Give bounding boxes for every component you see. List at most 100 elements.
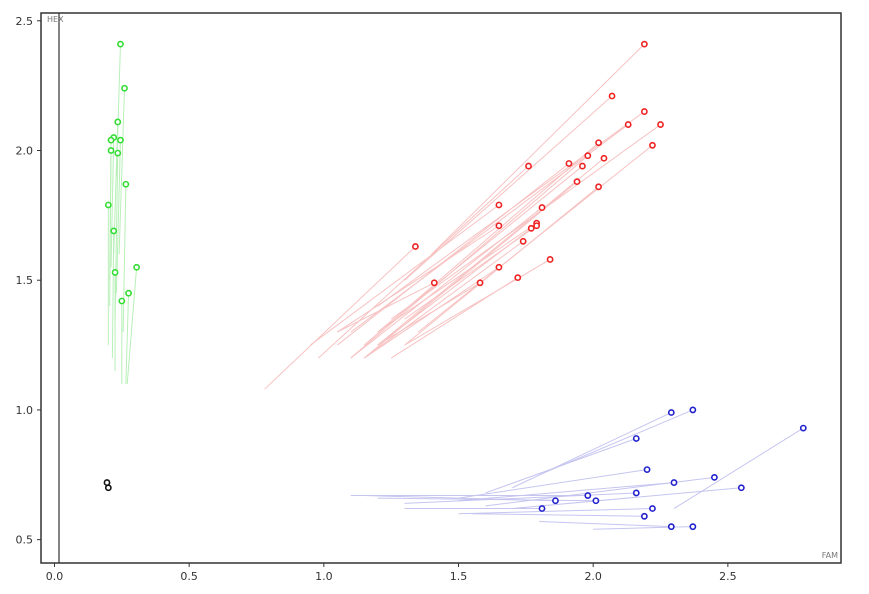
data-point <box>799 424 807 432</box>
y-tick-label: 1.0 <box>16 404 34 417</box>
trajectory-line <box>485 438 637 494</box>
data-point <box>608 92 616 100</box>
trajectory-line <box>512 412 672 489</box>
data-point <box>667 523 675 531</box>
trajectory-line <box>404 492 637 504</box>
trajectory-line <box>363 240 524 359</box>
data-point <box>125 289 132 297</box>
data-point <box>711 473 718 481</box>
data-point <box>584 492 592 499</box>
data-point <box>495 201 503 209</box>
trajectory-line <box>364 495 556 502</box>
trajectory-line <box>512 487 742 510</box>
x-tick-labels: 0.0 0.5 1.0 1.5 2.0 2.5 <box>46 563 737 583</box>
data-point <box>592 497 600 505</box>
data-point <box>519 237 527 245</box>
trajectory-line <box>318 165 529 359</box>
data-point <box>649 141 656 149</box>
trajectory-line <box>337 225 500 333</box>
y-tick-label: 2.0 <box>16 145 34 158</box>
data-point <box>476 279 484 287</box>
trajectory-line <box>110 137 115 268</box>
trajectory-line <box>377 282 481 346</box>
trajectory-line <box>485 476 715 507</box>
trajectory-line <box>111 230 115 359</box>
trajectory-line <box>673 427 804 509</box>
y-axis-label: HEX <box>47 15 64 24</box>
data-points <box>103 40 807 531</box>
data-point <box>595 183 602 191</box>
trajectory-line <box>377 157 605 346</box>
trajectory-line <box>390 124 661 320</box>
data-point <box>114 118 122 126</box>
data-point <box>114 149 122 157</box>
trajectory-line <box>336 163 570 346</box>
data-point <box>110 227 118 235</box>
data-point <box>495 263 503 271</box>
data-point <box>640 40 648 48</box>
data-point <box>111 269 119 276</box>
data-point <box>640 512 648 520</box>
data-point <box>118 297 126 305</box>
trajectory-line <box>458 508 653 515</box>
data-point <box>643 466 651 474</box>
trajectory-line <box>109 150 112 307</box>
y-tick-label: 0.5 <box>16 534 34 547</box>
trajectory-line <box>377 165 583 333</box>
y-tick-labels: 0.5 1.0 1.5 2.0 2.5 <box>16 15 41 547</box>
data-point <box>552 497 559 505</box>
x-tick-label: 0.5 <box>180 570 198 583</box>
x-axis-label: FAM <box>822 551 838 560</box>
x-tick-label: 2.5 <box>719 570 737 583</box>
trajectory-line <box>458 482 675 502</box>
data-point <box>527 224 535 232</box>
data-point <box>133 263 141 271</box>
data-point <box>412 243 419 250</box>
data-point <box>565 160 573 167</box>
plot-frame <box>40 12 842 564</box>
data-point <box>689 406 697 414</box>
data-point <box>533 222 541 230</box>
data-point <box>640 108 648 115</box>
trajectory-line <box>404 225 537 320</box>
trajectory-line <box>350 155 589 359</box>
data-point <box>632 489 640 497</box>
data-point <box>430 279 438 287</box>
trajectory-line <box>350 207 543 359</box>
x-tick-label: 0.0 <box>46 570 64 583</box>
data-point <box>595 139 602 147</box>
y-tick-label: 1.5 <box>16 274 34 287</box>
data-point <box>579 162 586 170</box>
trajectory-line <box>122 184 127 333</box>
data-point <box>624 121 632 128</box>
data-point <box>107 147 115 154</box>
trajectory-line <box>377 222 537 333</box>
x-tick-label: 1.5 <box>450 570 468 583</box>
data-point <box>546 256 554 263</box>
trajectory-line <box>337 282 435 333</box>
data-point <box>525 162 532 170</box>
data-point <box>632 435 640 442</box>
data-point <box>122 180 130 188</box>
data-point <box>538 204 546 211</box>
trajectory-line <box>350 124 629 333</box>
trajectory-line <box>264 246 416 390</box>
data-point <box>667 409 675 416</box>
data-point <box>538 505 546 512</box>
data-point <box>117 40 124 48</box>
x-tick-label: 2.0 <box>584 570 602 583</box>
data-point <box>737 484 745 492</box>
data-point <box>584 152 592 160</box>
trajectory-line <box>377 497 596 502</box>
data-point <box>104 201 112 209</box>
trajectory-line <box>431 43 645 255</box>
trajectory-line <box>115 140 121 294</box>
data-point <box>107 136 115 144</box>
data-point <box>573 178 581 186</box>
trajectory-line <box>593 526 693 530</box>
trajectory-line <box>310 204 500 346</box>
trajectory-line <box>118 88 126 255</box>
data-point <box>495 222 503 230</box>
data-point <box>689 523 697 531</box>
